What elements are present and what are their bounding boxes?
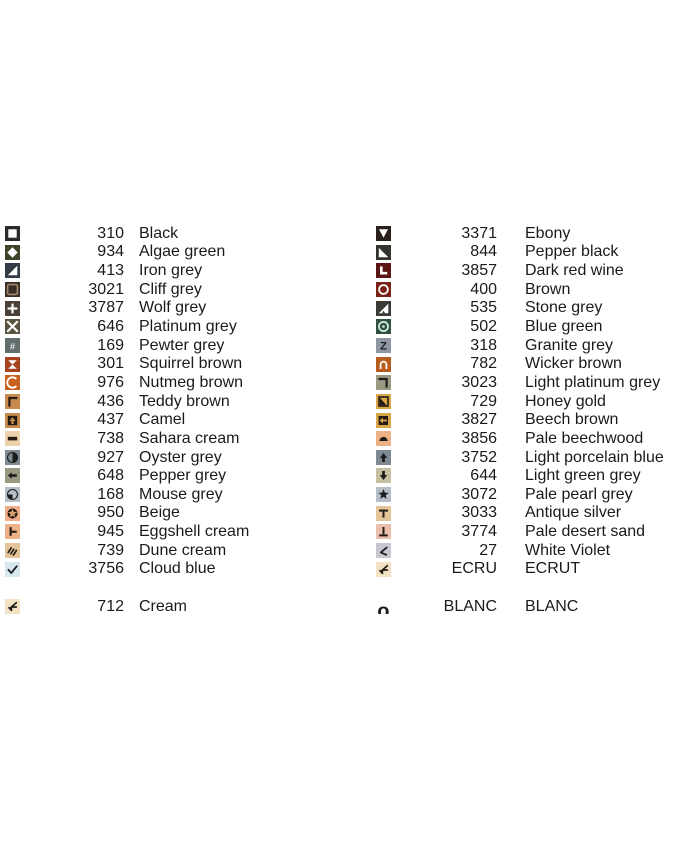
svg-text:#: # (10, 341, 16, 352)
svg-text:Z: Z (380, 340, 387, 352)
svg-text:o: o (377, 600, 389, 614)
